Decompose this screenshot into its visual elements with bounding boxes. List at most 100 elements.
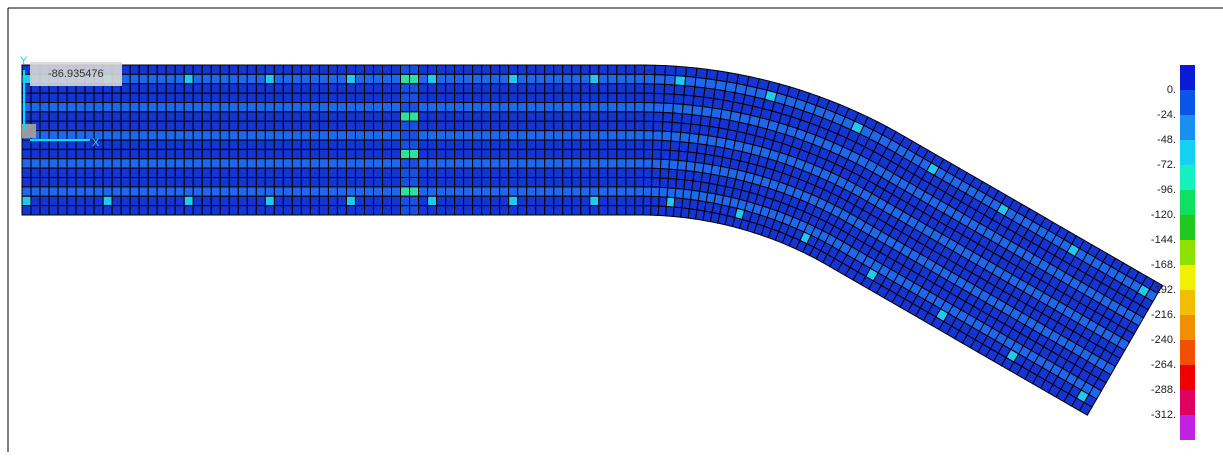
mesh-cell <box>94 187 103 196</box>
mesh-cell <box>328 103 337 112</box>
legend-label: -48. <box>1157 134 1176 146</box>
mesh-cell <box>401 178 410 187</box>
mesh-cell <box>139 149 148 158</box>
mesh-cell <box>401 159 410 168</box>
mesh-cell <box>364 168 373 177</box>
mesh-cell <box>373 159 382 168</box>
mesh-cell <box>635 131 644 140</box>
mesh-cell <box>373 187 382 196</box>
mesh-cell <box>689 133 699 143</box>
mesh-cell <box>157 112 166 121</box>
mesh-cell <box>130 65 139 74</box>
mesh-cell <box>85 206 94 215</box>
mesh-cell <box>491 65 500 74</box>
mesh-cell <box>310 121 319 130</box>
x-axis-label: X <box>92 137 100 149</box>
mesh-cell <box>265 178 274 187</box>
mesh-cell <box>256 178 265 187</box>
mesh-cell <box>301 65 310 74</box>
mesh-cell <box>310 103 319 112</box>
mesh-cell <box>383 74 392 83</box>
mesh-cell <box>94 206 103 215</box>
mesh-cell <box>202 149 211 158</box>
mesh-cell <box>319 178 328 187</box>
mesh-cell <box>673 94 684 104</box>
mesh-cell <box>482 168 491 177</box>
mesh-cell <box>626 140 635 149</box>
mesh-cell <box>599 178 608 187</box>
mesh-cell <box>301 131 310 140</box>
mesh-cell <box>364 140 373 149</box>
mesh-cell <box>635 178 644 187</box>
mesh-cell <box>220 121 229 130</box>
mesh-cell <box>491 93 500 102</box>
mesh-cell <box>563 196 572 205</box>
mesh-cell <box>103 149 112 158</box>
mesh-cell <box>355 196 364 205</box>
mesh-cell <box>473 140 482 149</box>
mesh-cell <box>617 140 626 149</box>
mesh-cell <box>665 75 676 85</box>
mesh-cell <box>193 187 202 196</box>
mesh-cell <box>446 196 455 205</box>
mesh-cell <box>193 196 202 205</box>
mesh-cell <box>491 121 500 130</box>
mesh-cell <box>247 93 256 102</box>
mesh-cell <box>635 187 644 196</box>
mesh-cell <box>148 121 157 130</box>
mesh-cell <box>373 93 382 102</box>
mesh-cell <box>40 196 49 205</box>
mesh-cell <box>256 121 265 130</box>
mesh-cell <box>482 140 491 149</box>
mesh-cell <box>473 206 482 215</box>
mesh-cell <box>626 112 635 121</box>
mesh-cell <box>94 196 103 205</box>
mesh-cell <box>112 103 121 112</box>
mesh-cell <box>482 187 491 196</box>
mesh-cell <box>265 140 274 149</box>
mesh-cell <box>527 168 536 177</box>
mesh-cell <box>626 196 635 205</box>
mesh-cell <box>527 159 536 168</box>
mesh-cell <box>112 187 121 196</box>
mesh-cell <box>22 168 31 177</box>
mesh-cell <box>563 149 572 158</box>
mesh-cell <box>455 196 464 205</box>
mesh-cell <box>256 159 265 168</box>
mesh-cell <box>464 178 473 187</box>
mesh-cell <box>22 187 31 196</box>
mesh-cell <box>292 140 301 149</box>
mesh-cell <box>193 121 202 130</box>
mesh-cell <box>536 149 545 158</box>
mesh-cell <box>473 149 482 158</box>
mesh-cell <box>599 74 608 83</box>
mesh-cell <box>446 140 455 149</box>
mesh-cell <box>364 121 373 130</box>
mesh-cell <box>238 112 247 121</box>
mesh-cell <box>509 121 518 130</box>
mesh-cell <box>437 149 446 158</box>
mesh-cell <box>202 65 211 74</box>
mesh-cell <box>220 187 229 196</box>
mesh-cell <box>527 187 536 196</box>
mesh-cell <box>599 93 608 102</box>
mesh-cell <box>85 121 94 130</box>
mesh-cell <box>193 93 202 102</box>
mesh-cell <box>265 103 274 112</box>
mesh-cell <box>482 65 491 74</box>
mesh-cell <box>500 206 509 215</box>
mesh-cell <box>175 103 184 112</box>
mesh-cell <box>671 132 681 142</box>
mesh-cell <box>175 93 184 102</box>
mesh-cell <box>247 178 256 187</box>
mesh-cell <box>545 140 554 149</box>
mesh-cell <box>337 196 346 205</box>
mesh-cell <box>669 160 678 170</box>
mesh-cell <box>392 65 401 74</box>
mesh-cell <box>659 197 667 207</box>
mesh-cell <box>643 206 651 216</box>
mesh-cell <box>328 74 337 83</box>
legend-label: -312. <box>1151 409 1176 421</box>
mesh-cell <box>346 121 355 130</box>
mesh-cell <box>94 93 103 102</box>
